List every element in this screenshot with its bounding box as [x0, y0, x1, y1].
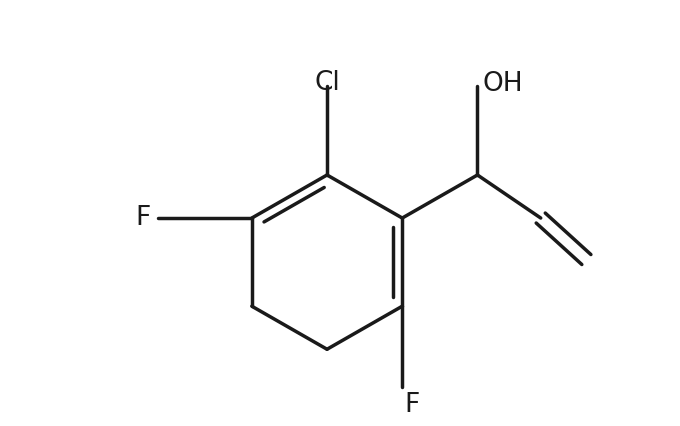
Text: F: F	[405, 392, 420, 418]
Text: OH: OH	[483, 71, 524, 97]
Text: Cl: Cl	[314, 70, 340, 96]
Text: F: F	[135, 205, 151, 231]
